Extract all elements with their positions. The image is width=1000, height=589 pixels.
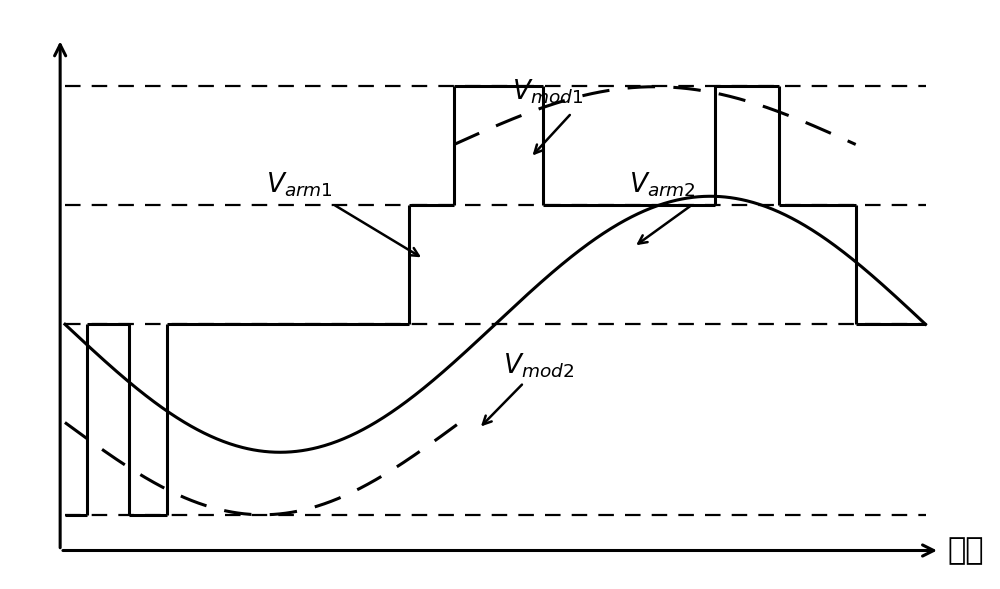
Text: $V_{mod1}$: $V_{mod1}$ bbox=[512, 78, 583, 107]
Text: $V_{mod2}$: $V_{mod2}$ bbox=[503, 352, 574, 380]
Text: 时间: 时间 bbox=[947, 536, 984, 565]
Text: $V_{arm2}$: $V_{arm2}$ bbox=[629, 170, 696, 198]
Text: $V_{arm1}$: $V_{arm1}$ bbox=[266, 170, 333, 198]
